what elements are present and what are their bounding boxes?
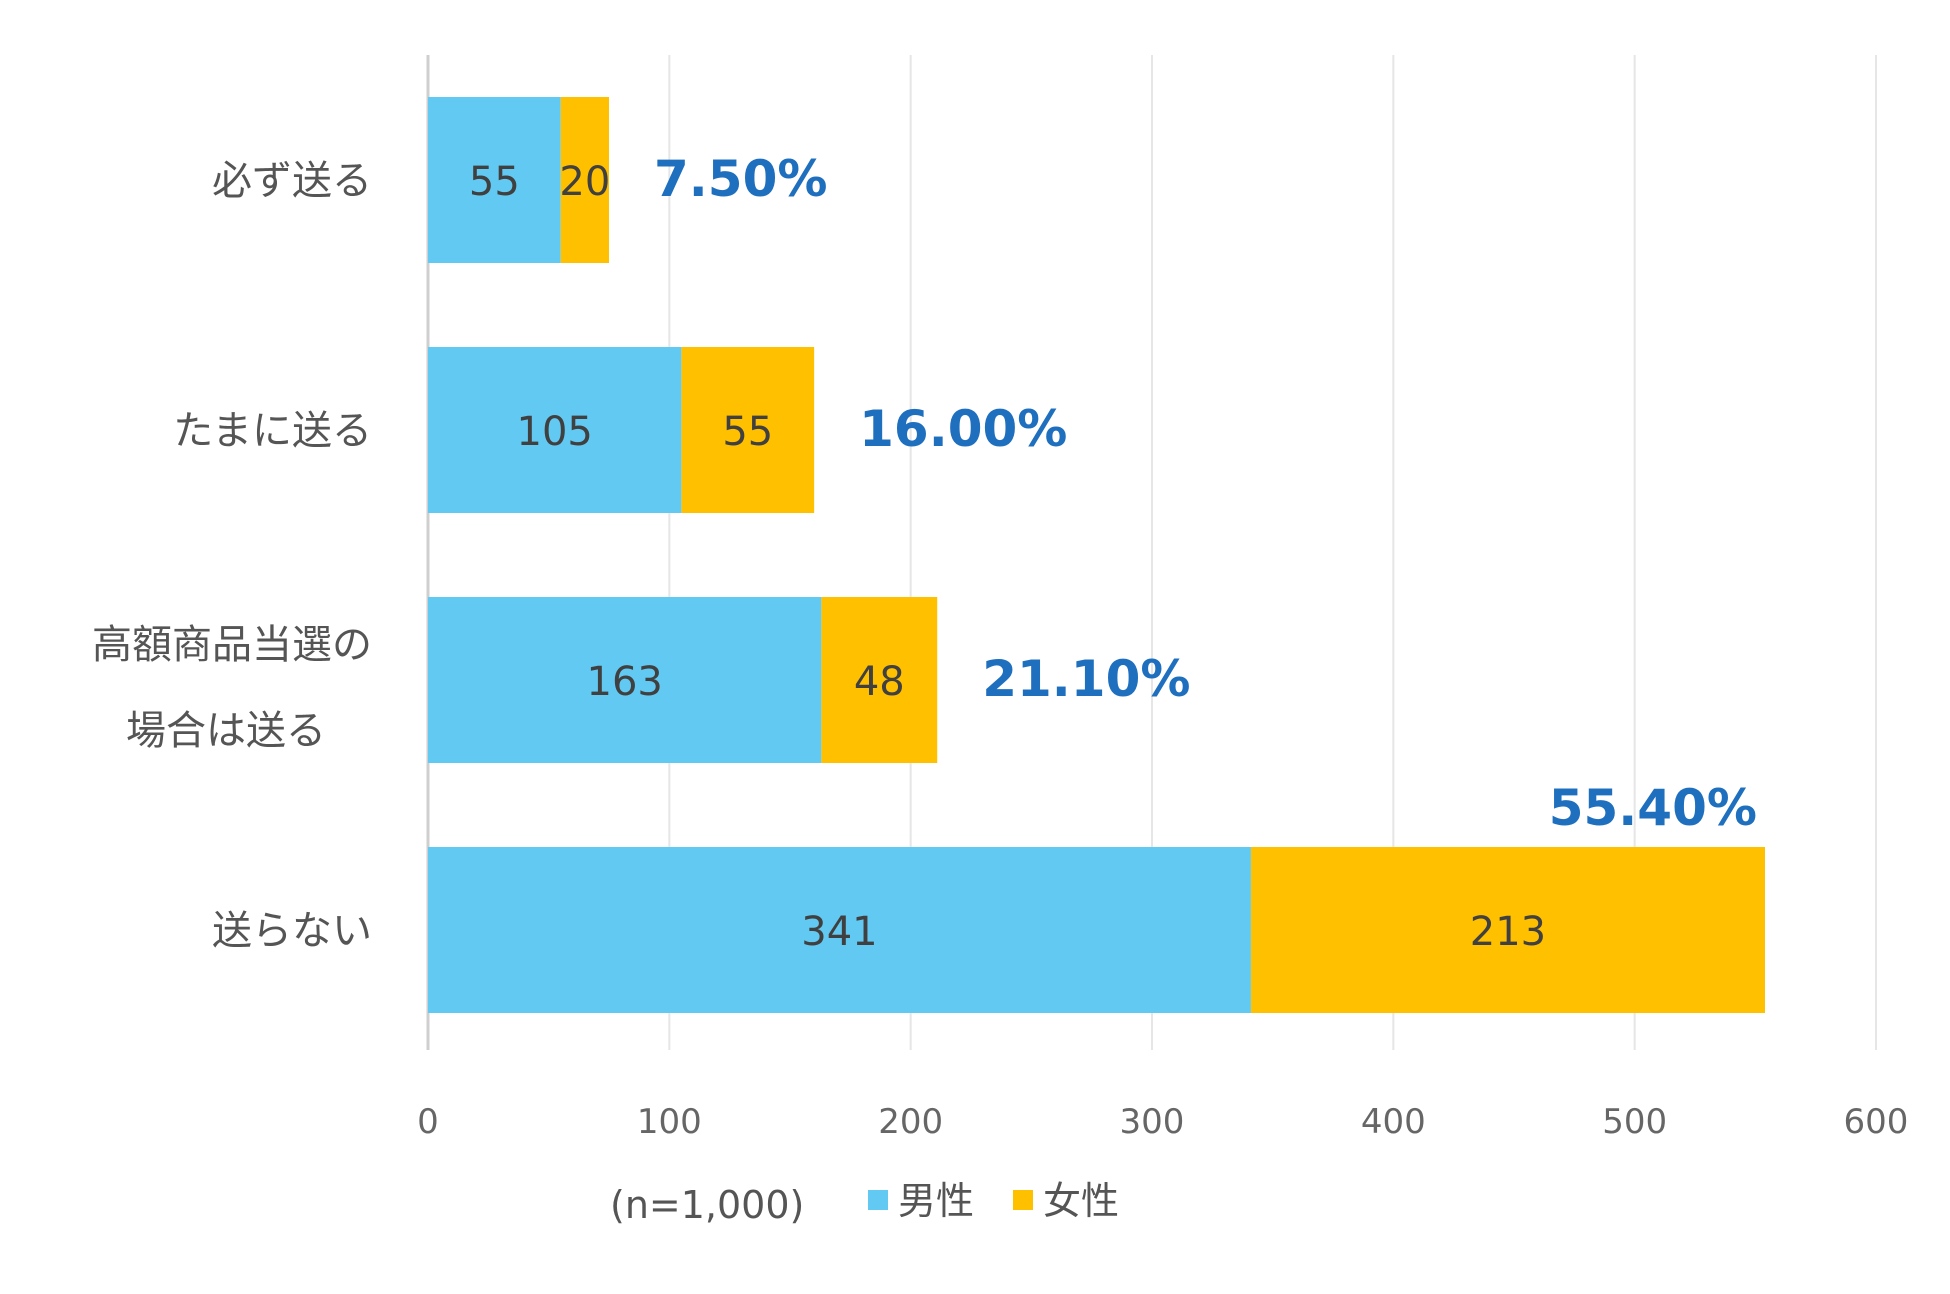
bar-segment-male bbox=[428, 97, 561, 263]
legend-label-female: 女性 bbox=[1043, 1179, 1119, 1223]
x-tick-label: 500 bbox=[1602, 1102, 1667, 1142]
x-tick-label: 200 bbox=[878, 1102, 943, 1142]
category-label: 送らない bbox=[212, 908, 372, 954]
sample-size-note: (n=1,000) bbox=[610, 1183, 804, 1227]
x-tick-label: 100 bbox=[637, 1102, 702, 1142]
bar-value-label: 55 bbox=[722, 409, 773, 455]
percentage-label: 16.00% bbox=[859, 400, 1067, 458]
bar-value-label: 105 bbox=[517, 409, 593, 455]
bar-segment-female bbox=[681, 347, 815, 513]
bar-value-label: 213 bbox=[1470, 909, 1546, 955]
legend-swatch-male bbox=[868, 1190, 888, 1210]
x-tick-label: 300 bbox=[1120, 1102, 1185, 1142]
bar-value-label: 163 bbox=[587, 659, 663, 705]
x-tick-label: 0 bbox=[417, 1102, 439, 1142]
percentage-label: 7.50% bbox=[654, 150, 827, 208]
bar-value-label: 20 bbox=[559, 159, 610, 205]
percentage-label: 21.10% bbox=[982, 650, 1190, 708]
x-tick-label: 400 bbox=[1361, 1102, 1426, 1142]
legend-swatch-female bbox=[1013, 1190, 1033, 1210]
legend-label-male: 男性 bbox=[898, 1179, 974, 1223]
bar-segment-male bbox=[428, 597, 822, 763]
category-label: 必ず送る bbox=[212, 158, 372, 204]
x-tick-label: 600 bbox=[1844, 1102, 1909, 1142]
bar-segment-female bbox=[560, 97, 609, 263]
bar-segment-female bbox=[821, 597, 938, 763]
category-label: 高額商品当選の bbox=[92, 622, 372, 668]
bar-segment-female bbox=[1250, 847, 1765, 1013]
bar-segment-male bbox=[428, 347, 682, 513]
bar-segment-male bbox=[428, 847, 1251, 1013]
category-label: たまに送る bbox=[173, 408, 372, 454]
bar-value-label: 55 bbox=[469, 159, 520, 205]
bar-value-label: 48 bbox=[854, 659, 905, 705]
percentage-label: 55.40% bbox=[1549, 779, 1757, 837]
bar-value-label: 341 bbox=[801, 909, 877, 955]
category-label: 場合は送る bbox=[126, 708, 326, 754]
